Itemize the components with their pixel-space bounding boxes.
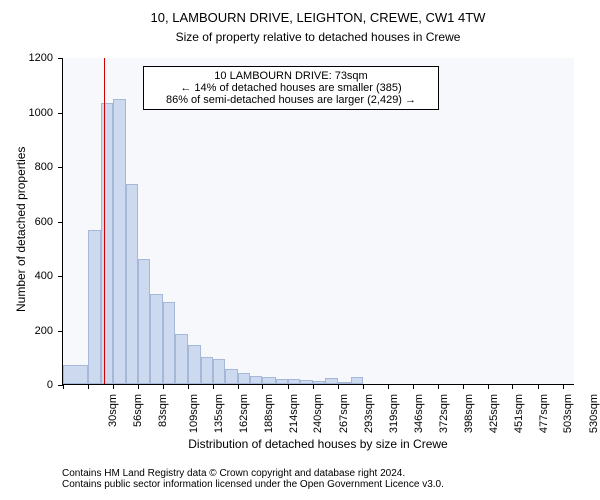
histogram-bar	[213, 359, 225, 384]
footer-line-1: Contains HM Land Registry data © Crown c…	[62, 468, 444, 479]
x-tick-mark	[388, 384, 389, 389]
footer-line-2: Contains public sector information licen…	[62, 479, 444, 490]
x-tick-label: 530sqm	[588, 388, 600, 433]
y-tick-label: 200	[35, 325, 63, 337]
chart-title: 10, LAMBOURN DRIVE, LEIGHTON, CREWE, CW1…	[62, 10, 574, 25]
histogram-bar	[88, 230, 101, 384]
x-tick-mark	[262, 384, 263, 389]
chart-root: 10, LAMBOURN DRIVE, LEIGHTON, CREWE, CW1…	[0, 0, 600, 500]
x-tick-label: 30sqm	[107, 388, 119, 427]
x-tick-mark	[188, 384, 189, 389]
x-tick-mark	[288, 384, 289, 389]
x-tick-mark	[512, 384, 513, 389]
x-tick-mark	[113, 384, 114, 389]
annotation-line-2: ← 14% of detached houses are smaller (38…	[152, 82, 430, 94]
histogram-bar	[288, 379, 300, 384]
x-tick-mark	[538, 384, 539, 389]
histogram-bar	[63, 365, 88, 384]
histogram-bar	[276, 379, 288, 384]
x-tick-mark	[413, 384, 414, 389]
x-tick-mark	[238, 384, 239, 389]
histogram-bar	[300, 380, 312, 384]
annotation-line-1: 10 LAMBOURN DRIVE: 73sqm	[152, 70, 430, 82]
x-tick-label: 477sqm	[538, 388, 550, 433]
x-tick-label: 135sqm	[213, 388, 225, 433]
x-tick-label: 188sqm	[263, 388, 275, 433]
histogram-bar	[351, 377, 363, 384]
x-axis-label: Distribution of detached houses by size …	[62, 437, 574, 451]
histogram-bar	[101, 103, 113, 384]
histogram-bar	[150, 294, 162, 384]
annotation-line-3: 86% of semi-detached houses are larger (…	[152, 94, 430, 106]
x-tick-label: 451sqm	[513, 388, 525, 433]
histogram-bar	[113, 99, 125, 384]
histogram-bar	[238, 373, 250, 384]
x-tick-mark	[163, 384, 164, 389]
y-tick-label: 400	[35, 270, 63, 282]
x-tick-label: 293sqm	[363, 388, 375, 433]
x-tick-mark	[438, 384, 439, 389]
histogram-bar	[250, 376, 262, 384]
x-tick-mark	[313, 384, 314, 389]
marker-line	[104, 58, 105, 384]
x-tick-mark	[88, 384, 89, 389]
plot-area: 10 LAMBOURN DRIVE: 73sqm ← 14% of detach…	[62, 58, 574, 385]
x-tick-label: 83sqm	[157, 388, 169, 427]
y-axis-label: Number of detached properties	[14, 146, 28, 311]
x-tick-label: 425sqm	[488, 388, 500, 433]
histogram-bar	[138, 259, 150, 384]
x-tick-label: 162sqm	[239, 388, 251, 433]
histogram-bar	[313, 381, 325, 384]
histogram-bar	[163, 302, 175, 384]
x-tick-mark	[488, 384, 489, 389]
x-tick-label: 346sqm	[413, 388, 425, 433]
y-tick-label: 1000	[29, 107, 63, 119]
x-tick-mark	[363, 384, 364, 389]
x-tick-mark	[213, 384, 214, 389]
x-tick-label: 109sqm	[188, 388, 200, 433]
histogram-bar	[175, 334, 188, 384]
histogram-bar	[262, 377, 275, 384]
y-tick-label: 1200	[29, 52, 63, 64]
footer: Contains HM Land Registry data © Crown c…	[62, 468, 444, 490]
x-tick-mark	[138, 384, 139, 389]
x-tick-label: 240sqm	[313, 388, 325, 433]
annotation-box: 10 LAMBOURN DRIVE: 73sqm ← 14% of detach…	[143, 66, 439, 110]
x-tick-label: 267sqm	[338, 388, 350, 433]
y-tick-label: 0	[47, 379, 63, 391]
y-tick-label: 600	[35, 216, 63, 228]
x-tick-label: 372sqm	[438, 388, 450, 433]
x-tick-label: 56sqm	[132, 388, 144, 427]
x-tick-mark	[563, 384, 564, 389]
histogram-bar	[325, 378, 337, 384]
x-tick-mark	[338, 384, 339, 389]
x-tick-mark	[463, 384, 464, 389]
x-tick-label: 214sqm	[288, 388, 300, 433]
x-tick-label: 503sqm	[562, 388, 574, 433]
histogram-bar	[338, 382, 351, 384]
histogram-bar	[188, 345, 200, 385]
x-tick-label: 398sqm	[463, 388, 475, 433]
x-tick-label: 319sqm	[388, 388, 400, 433]
histogram-bar	[126, 184, 138, 384]
y-tick-label: 800	[35, 161, 63, 173]
histogram-bar	[225, 369, 237, 384]
histogram-bar	[201, 357, 213, 384]
chart-subtitle: Size of property relative to detached ho…	[62, 30, 574, 44]
x-tick-mark	[63, 384, 64, 389]
